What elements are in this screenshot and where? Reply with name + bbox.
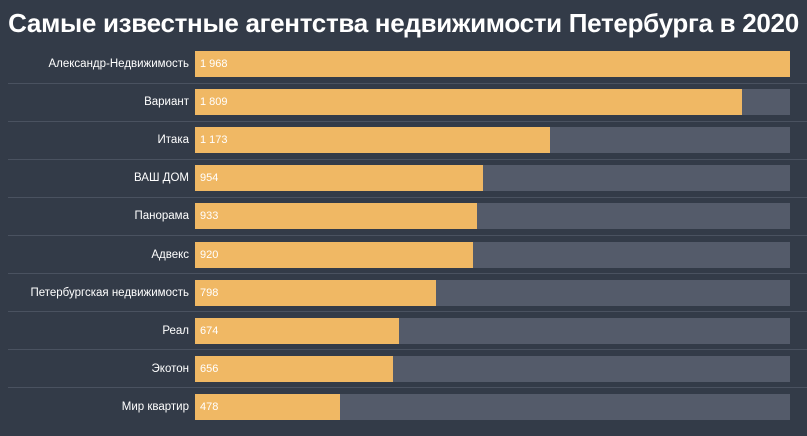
bar <box>195 241 474 268</box>
row-divider <box>8 349 807 351</box>
bar <box>195 51 790 77</box>
row-divider <box>8 196 807 198</box>
bar <box>195 89 742 116</box>
bar-row: Мир квартир 478 <box>0 388 807 426</box>
category-label: ВАШ ДОМ <box>133 172 189 185</box>
value-label: 798 <box>200 286 219 299</box>
value-label: 674 <box>200 324 219 337</box>
bar-row: Реал 674 <box>0 312 807 350</box>
row-divider <box>8 158 807 160</box>
category-label: Петербургская недвижимость <box>30 286 189 299</box>
value-label: 478 <box>200 400 219 413</box>
row-divider <box>8 82 807 84</box>
category-label: Александр-Недвижимость <box>48 58 190 70</box>
bar <box>195 203 478 230</box>
category-label: Панорама <box>134 210 189 223</box>
value-label: 920 <box>200 248 219 261</box>
category-label: Реал <box>162 324 189 337</box>
row-divider <box>8 311 807 313</box>
category-label: Вариант <box>144 96 189 109</box>
bar <box>195 165 484 192</box>
category-label: Адвекс <box>151 248 189 261</box>
value-label: 1 968 <box>200 58 228 70</box>
row-divider <box>8 273 807 274</box>
row-divider <box>8 387 807 389</box>
value-label: 656 <box>200 362 219 375</box>
category-label: Экотон <box>151 362 189 375</box>
category-label: Итака <box>157 134 189 147</box>
row-divider <box>8 234 807 236</box>
bar-row: Вариант 1 809 <box>0 83 807 121</box>
value-label: 1 809 <box>200 96 228 109</box>
value-label: 954 <box>200 172 219 185</box>
chart-title: Самые известные агентства недвижимости П… <box>8 8 799 38</box>
bar-row: ВАШ ДОМ 954 <box>0 159 807 197</box>
value-label: 933 <box>200 210 219 223</box>
category-label: Мир квартир <box>121 400 189 413</box>
row-divider <box>8 120 807 122</box>
bar-row: Экотон 656 <box>0 350 807 388</box>
bar-row: Петербургская недвижимость 798 <box>0 274 807 312</box>
bar <box>195 127 550 154</box>
bar <box>195 279 437 306</box>
value-label: 1 173 <box>200 134 228 147</box>
bar <box>195 393 340 420</box>
bar-row: Итака 1 173 <box>0 121 807 159</box>
bar <box>195 317 399 344</box>
bar <box>195 355 394 382</box>
bar-row: Адвекс 920 <box>0 236 807 274</box>
bar-row: Александр-Недвижимость 1 968 <box>0 45 807 83</box>
bar-row: Панорама 933 <box>0 197 807 235</box>
